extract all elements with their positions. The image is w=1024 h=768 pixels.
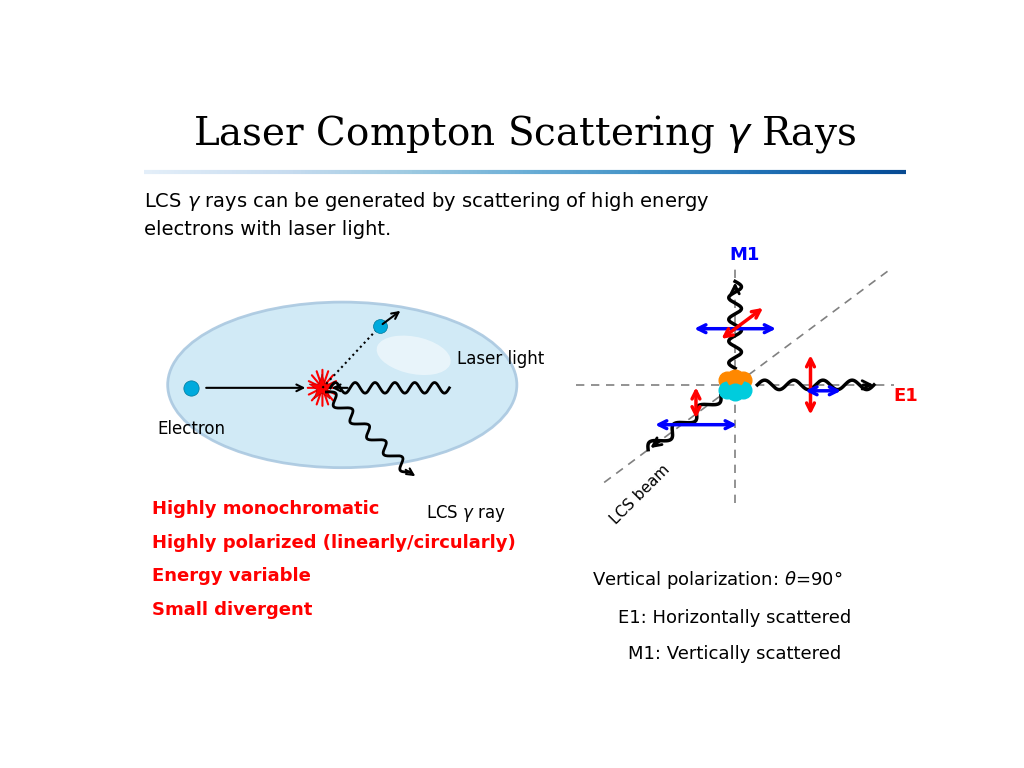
Text: Highly monochromatic: Highly monochromatic	[152, 500, 379, 518]
Ellipse shape	[377, 336, 451, 375]
Text: LCS $\gamma$ rays can be generated by scattering of high energy
electrons with l: LCS $\gamma$ rays can be generated by sc…	[143, 190, 710, 240]
Text: M1: M1	[729, 246, 760, 263]
Text: Highly polarized (linearly/circularly): Highly polarized (linearly/circularly)	[152, 534, 515, 551]
Text: Vertical polarization: $\theta$=90°: Vertical polarization: $\theta$=90°	[592, 569, 843, 591]
Text: LCS beam: LCS beam	[607, 462, 673, 527]
Text: Laser light: Laser light	[458, 350, 545, 369]
Text: LCS $\gamma$ ray: LCS $\gamma$ ray	[426, 503, 506, 524]
Text: E1: Horizontally scattered: E1: Horizontally scattered	[618, 610, 852, 627]
Text: Small divergent: Small divergent	[152, 601, 312, 619]
Ellipse shape	[168, 302, 517, 468]
Text: Energy variable: Energy variable	[152, 568, 310, 585]
Text: M1: Vertically scattered: M1: Vertically scattered	[629, 645, 842, 663]
Text: E1: E1	[894, 386, 919, 405]
Text: Electron: Electron	[158, 420, 225, 439]
Text: Laser Compton Scattering $\gamma$ Rays: Laser Compton Scattering $\gamma$ Rays	[194, 113, 856, 154]
